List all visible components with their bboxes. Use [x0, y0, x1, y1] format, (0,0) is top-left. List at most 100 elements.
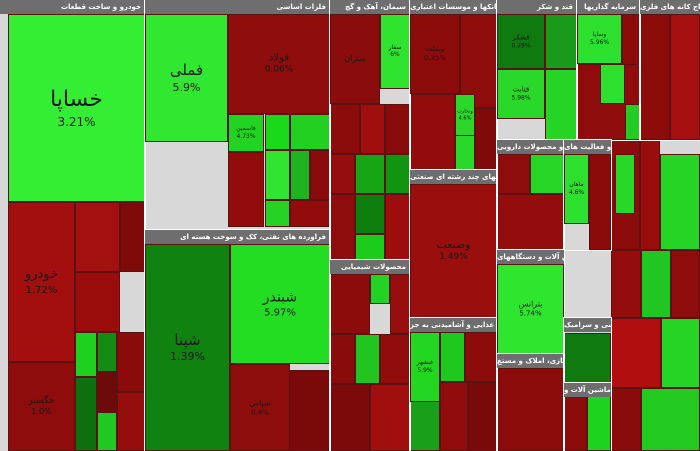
filler-tile — [660, 154, 700, 250]
stock-tile[interactable]: قثابت 5.98% — [497, 69, 545, 119]
tile-label: وتجارت 4.6% — [456, 109, 474, 122]
filler-tile — [385, 194, 410, 260]
filler-tile — [440, 332, 465, 382]
filler-tile — [390, 274, 410, 334]
filler-tile — [671, 250, 700, 318]
filler-tile — [564, 333, 611, 383]
tile-label: فاسمین 4.73% — [229, 125, 263, 141]
sector[interactable]: ماشین آلات و — [563, 382, 612, 451]
tile-name: وصنعت — [436, 238, 471, 252]
filler-tile — [385, 154, 410, 194]
sector[interactable]: سرمایه گذاریها وساپا 5.96% — [576, 0, 641, 141]
sector[interactable]: محصولات شیمیایی — [329, 259, 411, 451]
filler-tile — [120, 202, 145, 272]
sector-header: مواد و محصولات دارویی — [497, 140, 564, 154]
sector-header: خودرو و ساخت قطعات — [0, 0, 145, 14]
stock-tile[interactable]: قشکر 0.29% — [497, 14, 545, 69]
filler-tile — [97, 332, 117, 372]
sector-header: بانکها و موسسات اعتباری — [410, 0, 497, 14]
sector[interactable]: استخراج کانه های فلزی — [639, 0, 700, 141]
tile-label: فولاد 0.06% — [229, 52, 329, 77]
stock-tile[interactable]: خگستر 1.0% — [8, 362, 75, 451]
filler-tile — [661, 318, 700, 388]
stock-tile[interactable]: وتجارت 4.6% — [455, 94, 475, 136]
tile-name: خگستر — [28, 395, 55, 406]
tile-label: قثابت 5.98% — [498, 86, 544, 103]
tile-label: وبملت 0.35% — [411, 45, 459, 63]
tile-name: وتجارت — [457, 108, 473, 115]
filler-tile — [330, 154, 355, 194]
sector[interactable]: فراورده های نفتی، کک و سوخت هسته ای شپنا 1… — [144, 229, 331, 451]
stock-tile[interactable]: ماهان 4.6% — [564, 154, 589, 224]
tile-name: وساپا — [592, 31, 607, 39]
filler-tile — [370, 274, 390, 304]
tile-name: فملی — [169, 61, 204, 80]
tile-name: قثابت — [512, 85, 530, 94]
sector-header: استخراج کانه های فلزی — [640, 0, 700, 14]
tile-name: فاسمین — [236, 125, 256, 133]
filler-tile — [468, 382, 497, 451]
sector[interactable]: فلزات اساسی فملی 5.9% فولاد 0.06% فاسمین 4.73% — [144, 0, 331, 231]
sector[interactable]: انبوه سازی، املاک و مستغ — [496, 353, 565, 451]
filler-tile — [641, 388, 700, 451]
filler-tile — [265, 200, 290, 227]
tile-label: شپاس 0.4% — [231, 398, 289, 417]
stock-tile[interactable]: وساپا 5.96% — [577, 14, 622, 64]
tile-name: خساپا — [50, 86, 103, 112]
tile-value: 1.0% — [31, 407, 52, 417]
stock-tile[interactable]: شپاس 0.4% — [230, 364, 290, 451]
sector[interactable]: قند و شکر قشکر 0.29% قثابت 5.98% — [496, 0, 578, 141]
sector[interactable]: خودرو و ساخت قطعات خساپا 3.21% خودرو 1.72% خگ… — [0, 0, 146, 451]
sector[interactable]: بانکها و موسسات اعتباری وبملت 0.35% وتجارت 4… — [409, 0, 498, 171]
stock-tile[interactable]: خودرو 1.72% — [8, 202, 75, 362]
filler-tile — [330, 194, 355, 260]
filler-tile — [640, 14, 670, 140]
tile-name: شپاس — [249, 397, 271, 407]
sector[interactable]: مواد و محصولات دارویی — [496, 139, 565, 251]
sector[interactable]: کاشی و سرامیک — [563, 317, 612, 384]
filler-tile — [497, 154, 530, 194]
sector-header: قند و شکر — [497, 0, 577, 14]
tile-value: 5.96% — [589, 39, 610, 46]
stock-tile[interactable]: فاسمین 4.73% — [228, 114, 264, 152]
tile-label: سفار 6% — [381, 44, 409, 60]
tile-label: وساپا 5.96% — [578, 31, 621, 47]
filler-tile — [355, 334, 380, 384]
stock-tile[interactable]: فولاد 0.06% — [228, 14, 330, 114]
stock-tile[interactable]: شپنا 1.39% — [145, 244, 230, 451]
tile-value: 0.06% — [264, 64, 294, 75]
stock-tile[interactable]: وبملت 0.35% — [410, 14, 460, 94]
tile-name: شبندر — [262, 289, 298, 306]
sector-header: فراورده های نفتی، کک و سوخت هسته ای — [145, 230, 330, 244]
sector-header: سیمان، آهک و گچ — [330, 0, 410, 14]
sector[interactable]: سیمان، آهک و گچ ستران سفار 6% — [329, 0, 411, 261]
tile-value: 3.21% — [57, 114, 96, 129]
tile-value: 5.98% — [511, 94, 531, 102]
stock-tile[interactable]: بترانس 5.74% — [497, 264, 564, 354]
stock-tile[interactable]: خساپا 3.21% — [8, 14, 145, 202]
stock-tile[interactable]: ستران — [330, 14, 380, 104]
filler-tile — [228, 152, 264, 227]
tile-label: بترانس 5.74% — [498, 299, 563, 318]
tile-value: 5.97% — [264, 307, 296, 319]
filler-tile — [75, 332, 97, 377]
stock-tile[interactable]: شبندر 5.97% — [230, 244, 330, 364]
filler-tile — [355, 154, 385, 194]
filler-tile — [640, 140, 660, 250]
stock-tile[interactable]: وصنعت 1.49% — [410, 184, 497, 318]
stock-tile[interactable]: سفار 6% — [380, 14, 410, 89]
filler-tile — [410, 94, 455, 170]
tile-label: خگستر 1.0% — [9, 395, 74, 417]
filler-tile — [670, 14, 700, 140]
tile-label: فملی 5.9% — [146, 61, 227, 95]
tile-name: فولاد — [268, 52, 290, 64]
stock-tile[interactable]: فملی 5.9% — [145, 14, 228, 142]
tile-value: 4.6% — [568, 189, 585, 196]
filler-tile — [310, 150, 330, 200]
filler-tile — [589, 154, 611, 250]
stock-tile[interactable]: غبشهر 5.9% — [410, 332, 440, 402]
